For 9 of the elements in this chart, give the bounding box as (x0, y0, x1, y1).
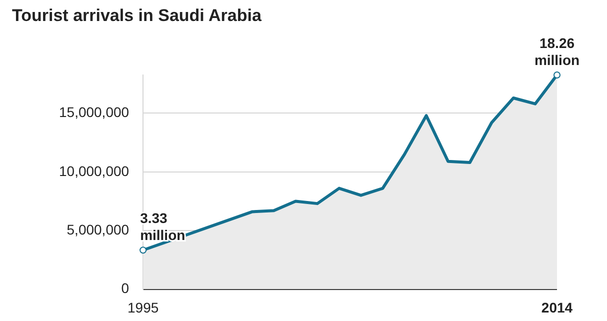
y-tick-label: 10,000,000 (58, 162, 130, 179)
x-tick-label: 2014 (541, 299, 573, 316)
annotation: 3.33 million (140, 210, 186, 244)
x-tick-label: 1995 (127, 299, 159, 316)
chart-title: Tourist arrivals in Saudi Arabia (12, 6, 262, 26)
y-tick-label: 15,000,000 (58, 104, 130, 120)
y-tick-label: 5,000,000 (66, 221, 130, 238)
annotation: 18.26 million (534, 35, 580, 68)
y-tick-label: 0 (121, 280, 130, 296)
